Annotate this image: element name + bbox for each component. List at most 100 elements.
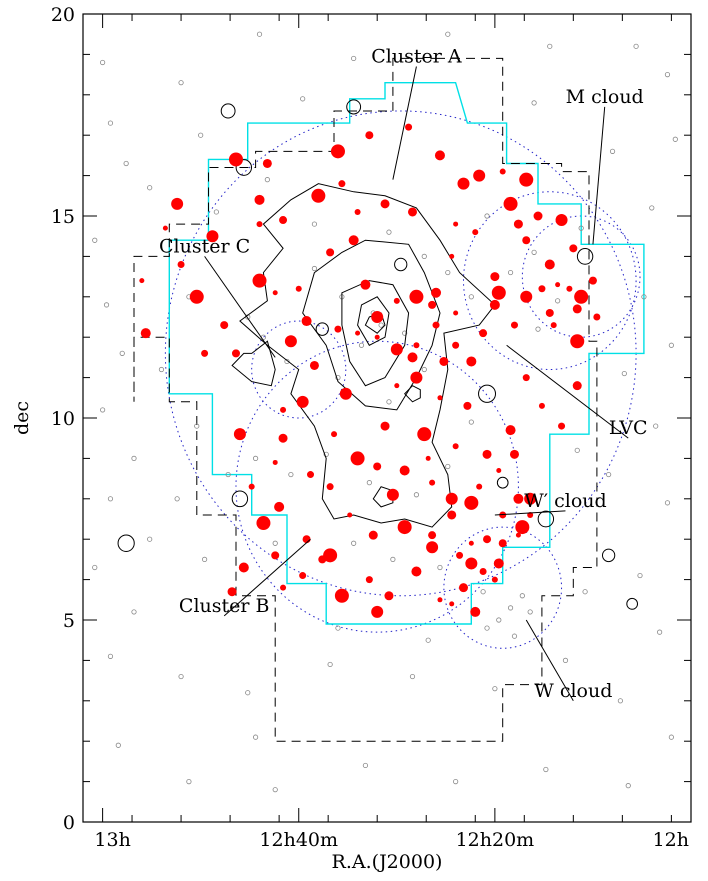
red-points-layer (139, 123, 601, 618)
red-point (162, 225, 168, 231)
gray-point (147, 536, 153, 542)
red-point (256, 516, 271, 531)
red-point (296, 395, 309, 408)
red-point (491, 576, 498, 583)
gray-point (664, 72, 671, 78)
red-point (510, 321, 518, 329)
red-point (350, 451, 365, 466)
dotted-circle (443, 526, 563, 649)
gray-point (252, 734, 259, 740)
gray-point (574, 447, 580, 453)
gray-point (186, 778, 192, 785)
x-tick-label: 13h (94, 829, 130, 851)
red-point (538, 285, 546, 293)
contour-blob (537, 510, 555, 528)
red-point (139, 278, 145, 284)
red-point (509, 449, 519, 459)
annotation-leader (204, 256, 276, 358)
contour-blob (601, 548, 616, 563)
contour-blob (235, 159, 253, 176)
contour-line (404, 385, 421, 403)
red-point (171, 197, 184, 210)
red-point (522, 374, 530, 382)
gray-point (252, 455, 259, 461)
red-point (380, 199, 390, 209)
gray-point (633, 43, 639, 49)
gray-point (272, 787, 278, 793)
red-point (331, 431, 338, 438)
red-point (311, 188, 326, 203)
red-point (302, 535, 311, 544)
contour-blob (315, 322, 329, 336)
gray-point (198, 132, 204, 138)
gray-point (453, 778, 459, 785)
red-point (434, 150, 445, 161)
gray-point (386, 229, 392, 235)
gray-point (445, 463, 451, 470)
annotation-label: Cluster A (371, 45, 462, 67)
red-point (220, 321, 229, 330)
red-point (348, 235, 359, 246)
gray-point (158, 366, 165, 373)
gray-point (107, 653, 114, 659)
red-point (574, 289, 589, 304)
gray-point (484, 213, 490, 219)
red-point (457, 177, 470, 190)
red-point (405, 123, 413, 131)
red-point (499, 168, 506, 175)
annotation-label: W′ cloud (524, 490, 606, 512)
contour-blob (496, 476, 509, 489)
red-point (177, 260, 185, 268)
red-point (463, 401, 472, 410)
red-point (491, 285, 506, 300)
red-point (505, 425, 516, 436)
red-point (569, 244, 578, 253)
red-point (470, 606, 481, 617)
red-point (334, 325, 342, 333)
contour-line (341, 280, 410, 387)
gray-point (92, 564, 98, 571)
gray-point (668, 342, 674, 348)
red-point (545, 308, 554, 317)
contour-blob (117, 534, 135, 552)
gray-point (202, 556, 208, 563)
annotation-leader (506, 344, 629, 439)
red-point (399, 465, 410, 476)
axis-tick-labels: 13h 12h40m 12h20m 12h 0 5 10 15 20 (51, 4, 689, 851)
red-point (449, 601, 455, 607)
red-point (588, 276, 597, 285)
red-point (522, 236, 531, 245)
red-point (410, 371, 423, 384)
red-point (189, 289, 204, 304)
gray-point (351, 55, 357, 62)
gray-point (366, 480, 372, 486)
red-point (390, 343, 403, 356)
x-axis-title: R.A.(J2000) (332, 851, 443, 873)
gray-point (390, 556, 396, 563)
red-point (326, 483, 334, 491)
gray-point (445, 269, 451, 276)
red-point (572, 304, 582, 314)
gray-point (507, 605, 514, 611)
contours-layer (117, 99, 639, 610)
gray-point (335, 374, 341, 381)
gray-point (335, 625, 341, 631)
dashed-outline (133, 57, 598, 742)
annotation-leader (592, 106, 606, 245)
red-point (280, 584, 287, 591)
survey-outline-layer (168, 82, 645, 625)
red-point (201, 349, 209, 357)
gray-point (484, 625, 490, 631)
red-point (593, 313, 601, 321)
red-point (558, 422, 566, 430)
red-point (555, 214, 568, 227)
red-point (233, 428, 246, 441)
gray-point (496, 617, 502, 623)
red-point (279, 216, 288, 225)
red-point (272, 290, 278, 296)
gray-point (119, 350, 125, 356)
contour-blob (231, 490, 249, 508)
gray-point (147, 185, 153, 191)
gray-point (272, 540, 278, 546)
